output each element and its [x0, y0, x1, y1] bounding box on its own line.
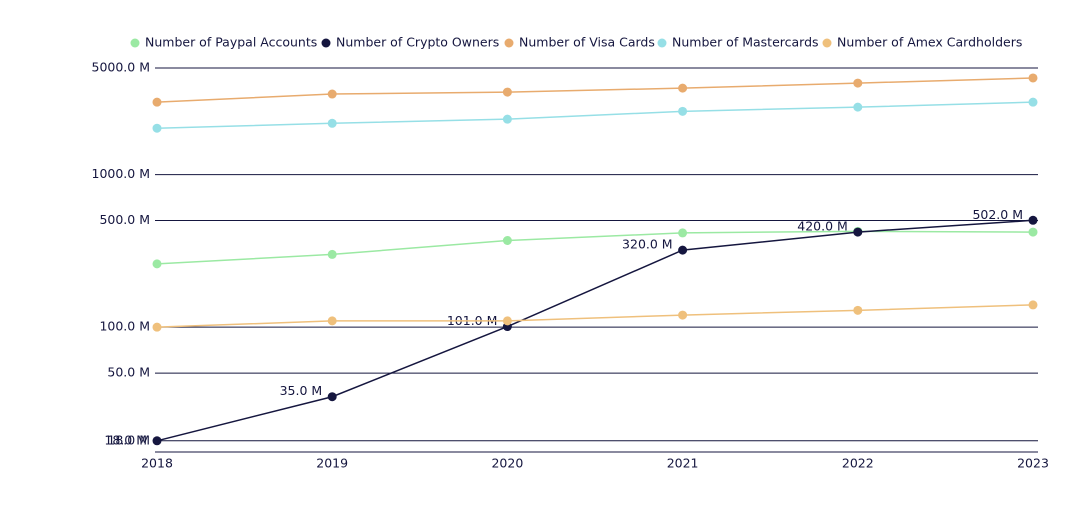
data-label: 18.0 M [104, 432, 147, 447]
x-tick-label: 2020 [491, 456, 523, 471]
series-line [156, 219, 1034, 442]
data-point [678, 310, 688, 320]
data-point [327, 316, 337, 326]
data-point [152, 97, 162, 107]
x-tick-label: 2021 [667, 456, 699, 471]
data-label: 502.0 M [972, 207, 1023, 222]
data-point [678, 228, 688, 238]
data-point [152, 436, 162, 446]
data-point [502, 316, 512, 326]
data-point [502, 236, 512, 246]
data-point [152, 123, 162, 133]
legend-marker [822, 38, 832, 48]
y-tick-label: 1000.0 M [92, 166, 151, 181]
data-point [327, 249, 337, 259]
y-tick-label: 500.0 M [99, 212, 150, 227]
y-tick-label: 100.0 M [99, 319, 150, 334]
x-tick-label: 2022 [842, 456, 874, 471]
series-line [156, 77, 1034, 103]
legend-label: Number of Visa Cards [519, 35, 655, 50]
x-tick-label: 2019 [316, 456, 348, 471]
data-label: 35.0 M [280, 383, 323, 398]
data-label: 420.0 M [797, 219, 848, 234]
data-point [327, 89, 337, 99]
legend-label: Number of Amex Cardholders [837, 35, 1022, 50]
data-point [853, 102, 863, 112]
data-label: 320.0 M [622, 237, 673, 252]
legend-marker [321, 38, 331, 48]
data-point [152, 322, 162, 332]
legend-label: Number of Mastercards [672, 35, 819, 50]
legend-label: Number of Paypal Accounts [145, 35, 317, 50]
data-point [853, 227, 863, 237]
data-point [502, 114, 512, 124]
y-tick-label: 18.0 M [107, 432, 150, 447]
data-point [853, 305, 863, 315]
data-point [1028, 227, 1038, 237]
x-tick-label: 2018 [141, 456, 173, 471]
series-line [156, 304, 1034, 328]
data-point [1028, 97, 1038, 107]
data-point [327, 392, 337, 402]
y-tick-label: 50.0 M [107, 365, 150, 380]
data-point [1028, 215, 1038, 225]
data-point [1028, 300, 1038, 310]
data-point [152, 259, 162, 269]
data-point [678, 245, 688, 255]
data-point [678, 106, 688, 116]
data-point [502, 87, 512, 97]
legend-marker [657, 38, 667, 48]
y-tick-label: 5000.0 M [92, 60, 151, 75]
data-point [327, 118, 337, 128]
legend-marker [504, 38, 514, 48]
series-line [156, 101, 1034, 129]
data-point [853, 78, 863, 88]
x-tick-label: 2023 [1017, 456, 1049, 471]
data-point [678, 83, 688, 93]
data-point [1028, 73, 1038, 83]
legend-marker [130, 38, 140, 48]
series-line [156, 230, 1034, 265]
legend-label: Number of Crypto Owners [336, 35, 499, 50]
